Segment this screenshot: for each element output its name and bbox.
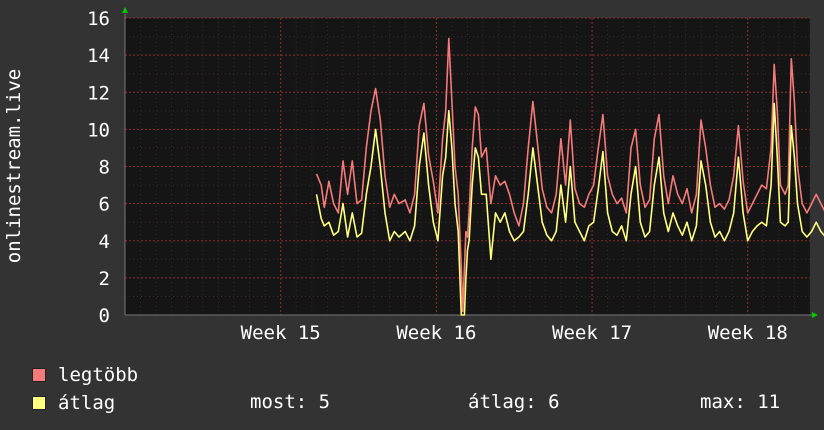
- x-tick-label: Week 16: [396, 322, 476, 344]
- legend-swatch-avg: [32, 396, 46, 410]
- y-axis-label: onlinestream.live: [3, 69, 25, 263]
- stat-max: max: 11: [700, 391, 781, 413]
- series-lines: [315, 37, 824, 316]
- y-tick-label: 6: [99, 194, 110, 216]
- y-tick-label: 0: [99, 305, 110, 327]
- x-axis-arrow: [812, 312, 818, 318]
- stat-current: most: 5: [250, 391, 331, 413]
- x-tick-label: Week 17: [552, 322, 632, 344]
- y-tick-label: 12: [87, 82, 110, 104]
- y-tick-label: 16: [87, 8, 110, 30]
- legend-label-avg: átlag: [58, 392, 116, 414]
- legend-item-avg: átlag: [32, 392, 115, 414]
- series-line-atlag: [315, 102, 824, 316]
- x-axis: Week 15 Week 16 Week 17 Week 18: [241, 322, 788, 344]
- y-axis: 0 2 4 6 8 10 12 14 16: [87, 8, 110, 327]
- series-line-legtobb: [315, 37, 824, 313]
- y-tick-label: 4: [99, 231, 110, 253]
- stat-average: átlag: 6: [468, 391, 560, 413]
- legend-item-max: legtöbb: [32, 364, 138, 386]
- y-tick-label: 10: [87, 119, 110, 141]
- legend-swatch-max: [32, 368, 46, 382]
- legend-label-max: legtöbb: [58, 364, 139, 386]
- x-tick-label: Week 18: [708, 322, 788, 344]
- x-tick-label: Week 15: [241, 322, 321, 344]
- y-axis-arrow: [122, 7, 128, 13]
- y-tick-label: 14: [87, 45, 110, 67]
- y-tick-label: 8: [99, 157, 110, 179]
- y-tick-label: 2: [99, 268, 110, 290]
